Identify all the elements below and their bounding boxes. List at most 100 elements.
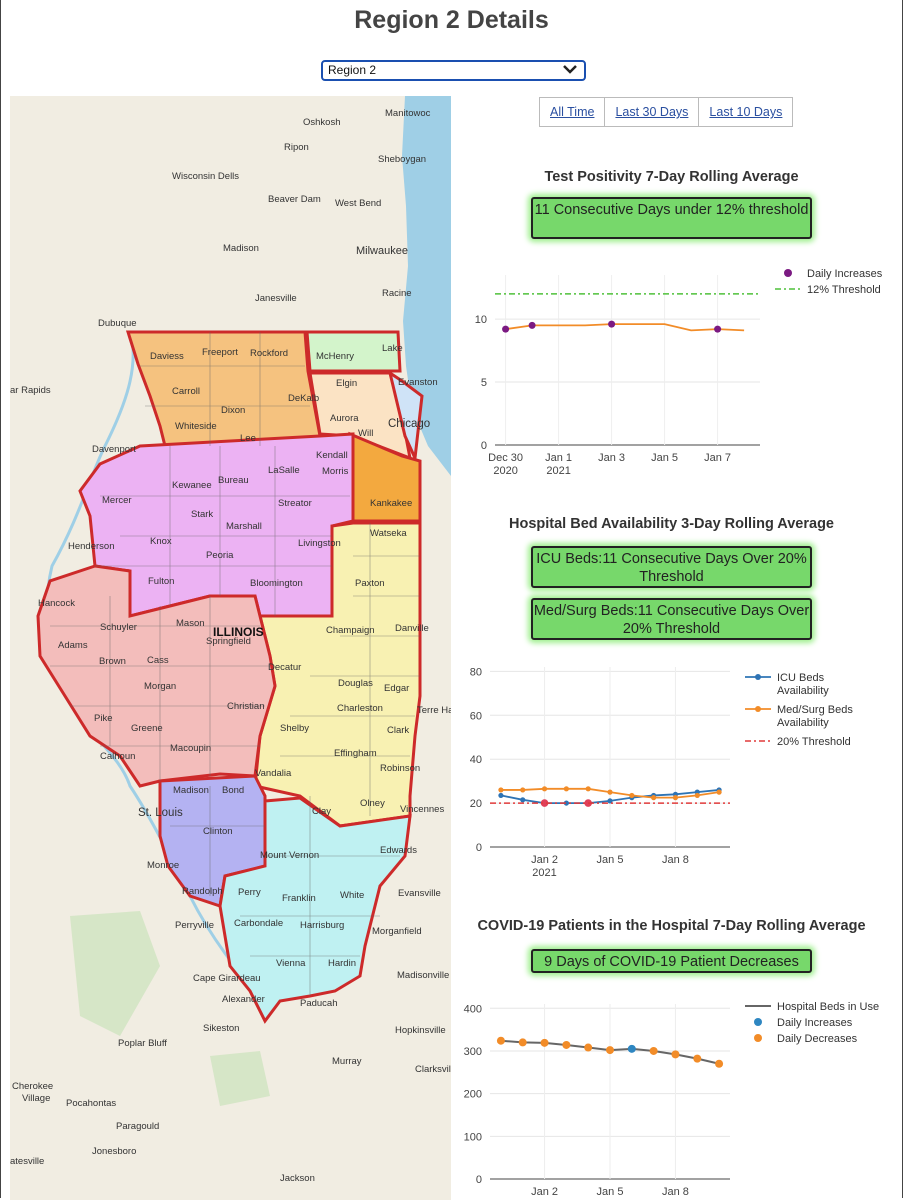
x-tick-label: Jan 5 [597,854,624,866]
map-label: West Bend [335,198,381,209]
map-label: Randolph [182,886,223,897]
map-label: Oshkosh [303,117,341,128]
map-label: Shelby [280,723,309,734]
map-label: Beaver Dam [268,194,321,205]
all-time-button[interactable]: All Time [540,98,606,126]
medsurg-beds-badge: Med/Surg Beds:11 Consecutive Days Over 2… [531,598,812,640]
x-tick-label: Dec 30 [488,452,523,464]
y-tick-label: 0 [476,1174,482,1186]
map-label: Davenport [92,444,136,455]
data-point [541,786,548,792]
x-tick-sublabel: 2020 [493,465,517,477]
map-label: Cherokee [12,1081,53,1092]
map-label: Dixon [221,405,245,416]
data-point [563,786,569,792]
map-label[interactable]: ILLINOIS [213,625,264,639]
region-6 [253,521,422,828]
x-tick-label: Jan 1 [545,452,572,464]
region-map[interactable]: Oshkosh Manitowoc Ripon Sheboygan Wiscon… [10,96,451,1200]
test-positivity-title: Test Positivity 7-Day Rolling Average [544,169,799,185]
map-label: Calhoun [100,751,135,762]
map-label: Clinton [203,826,233,837]
legend-label: Daily Decreases [777,1033,858,1045]
y-tick-label: 40 [470,754,482,766]
data-point [714,325,722,333]
icu-beds-badge: ICU Beds:11 Consecutive Days Over 20% Th… [531,546,812,588]
legend-swatch [755,706,761,712]
data-point [629,792,635,799]
map-label: Edwards [380,845,417,856]
map-label: Hardin [328,958,356,969]
map-label: Hopkinsville [395,1025,446,1036]
time-range-buttons: All Time Last 30 Days Last 10 Days [539,97,794,127]
legend-label: Availability [777,717,829,729]
map-label: Terre Haute [417,705,451,716]
map-label: Village [22,1093,50,1104]
map-label: Poplar Bluff [118,1038,167,1049]
data-point [540,1038,549,1047]
data-point [562,1040,571,1049]
map-label: Morgan [144,681,176,692]
data-point [540,799,549,807]
map-label: Harrisburg [300,920,344,931]
covid-patients-badge: 9 Days of COVID-19 Patient Decreases [531,949,812,973]
map-label: Adams [58,640,88,651]
map-labels: Oshkosh Manitowoc Ripon Sheboygan Wiscon… [10,108,451,1184]
map-label: Streator [278,498,312,509]
map-label: Henderson [68,541,114,552]
map-label: Evanston [398,377,438,388]
map-label: Madisonville [397,970,449,981]
map-label: Murray [332,1056,362,1067]
map-label: Marshall [226,521,262,532]
region-10 [387,369,424,464]
map-label: Vandalia [255,768,292,779]
map-label: Kewanee [172,480,212,491]
x-tick-sublabel: 2021 [546,465,570,477]
y-tick-label: 10 [475,314,487,326]
y-tick-label: 80 [470,666,482,678]
data-point [694,792,700,799]
legend-label: Hospital Beds in Use [777,1001,879,1013]
map-label: Alexander [222,994,265,1005]
map-label: Pike [94,713,112,724]
y-tick-label: 400 [464,1003,482,1015]
legend-swatch [754,1034,762,1042]
map-label: Freeport [202,347,238,358]
map-label: Lake [382,343,403,354]
map-label: Danville [395,623,429,634]
y-tick-label: 100 [464,1131,482,1143]
data-point [518,1038,527,1047]
data-point [520,787,526,793]
last-10-days-button[interactable]: Last 10 Days [709,105,783,119]
region-select-value: Region 2 [328,63,377,77]
map-label: atesville [10,1156,44,1167]
map-label: Mason [176,618,205,629]
map-label: Clark [387,725,409,736]
map-label: Watseka [370,528,407,539]
map-label: Rockford [250,348,288,359]
map-label: Christian [227,701,265,712]
y-tick-label: 20 [470,798,482,810]
data-point [498,787,504,793]
series-line [505,323,745,332]
map-label: Bureau [218,475,249,486]
map-label: Olney [360,798,385,809]
map-label: Will [358,428,373,439]
map-label: Mount Vernon [260,850,319,861]
data-point [496,1036,505,1045]
map-label: Edgar [384,683,409,694]
legend-label: 20% Threshold [777,736,851,748]
region-select[interactable]: Region 2 [321,60,586,81]
map-label: Morris [322,466,349,477]
data-point [607,798,613,804]
hospital-beds-title: Hospital Bed Availability 3-Day Rolling … [509,516,834,532]
legend-label: Daily Increases [777,1017,853,1029]
data-point [651,795,657,801]
last-30-days-button[interactable]: Last 30 Days [605,98,700,126]
legend-swatch [784,269,792,277]
map-label: Dubuque [98,318,137,329]
x-tick-label: Jan 8 [662,854,689,866]
